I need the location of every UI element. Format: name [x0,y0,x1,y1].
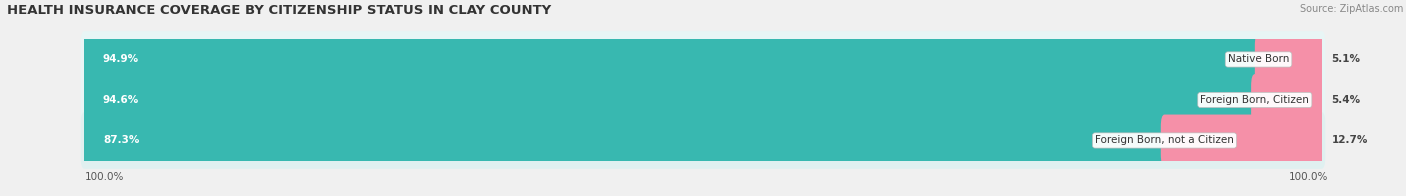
Text: Foreign Born, not a Citizen: Foreign Born, not a Citizen [1095,135,1234,145]
Text: 94.9%: 94.9% [103,54,139,64]
Text: 5.4%: 5.4% [1331,95,1361,105]
Text: 94.6%: 94.6% [103,95,139,105]
FancyBboxPatch shape [80,114,1168,166]
Text: Source: ZipAtlas.com: Source: ZipAtlas.com [1299,4,1403,14]
FancyBboxPatch shape [80,112,1326,169]
Legend: With Coverage, Without Coverage: With Coverage, Without Coverage [581,193,825,196]
FancyBboxPatch shape [1254,34,1326,85]
Text: 100.0%: 100.0% [84,172,124,182]
Text: 87.3%: 87.3% [103,135,139,145]
Text: 100.0%: 100.0% [1289,172,1329,182]
FancyBboxPatch shape [80,34,1263,85]
FancyBboxPatch shape [80,74,1258,126]
Text: 5.1%: 5.1% [1331,54,1361,64]
FancyBboxPatch shape [1161,114,1326,166]
Text: HEALTH INSURANCE COVERAGE BY CITIZENSHIP STATUS IN CLAY COUNTY: HEALTH INSURANCE COVERAGE BY CITIZENSHIP… [7,4,551,17]
FancyBboxPatch shape [80,72,1326,128]
Text: Native Born: Native Born [1227,54,1289,64]
Text: 12.7%: 12.7% [1331,135,1368,145]
FancyBboxPatch shape [80,31,1326,88]
FancyBboxPatch shape [1251,74,1326,126]
Text: Foreign Born, Citizen: Foreign Born, Citizen [1201,95,1309,105]
